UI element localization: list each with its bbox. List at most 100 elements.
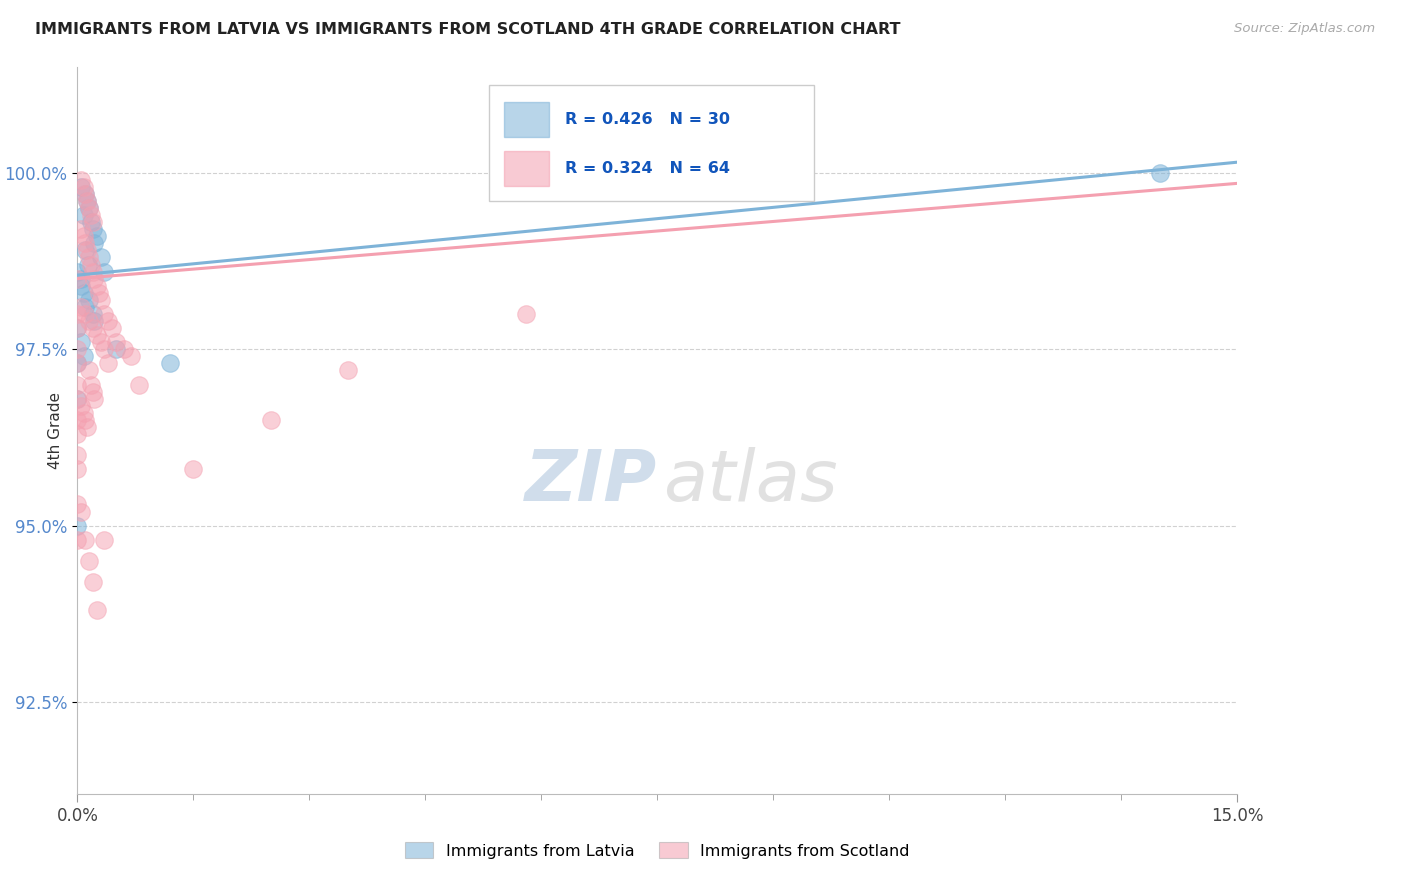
- Point: [70, 222, 93, 236]
- Point: [72, 349, 94, 363]
- Point: [93, 343, 115, 357]
- Point: [66, 271, 89, 285]
- Point: [75, 186, 96, 201]
- Point: [80, 377, 103, 392]
- Point: [66, 356, 89, 370]
- Point: [70, 300, 93, 314]
- Point: [77, 201, 100, 215]
- Point: [80, 215, 103, 229]
- Point: [66, 498, 89, 512]
- Point: [1149, 166, 1171, 180]
- Point: [66, 392, 89, 406]
- Point: [70, 504, 93, 518]
- Point: [86, 603, 108, 617]
- Point: [77, 201, 100, 215]
- Point: [82, 384, 104, 399]
- FancyBboxPatch shape: [505, 151, 550, 186]
- Point: [66, 518, 89, 533]
- Point: [72, 285, 94, 300]
- Point: [70, 180, 93, 194]
- Point: [259, 413, 281, 427]
- Point: [105, 335, 127, 350]
- Legend: Immigrants from Latvia, Immigrants from Scotland: Immigrants from Latvia, Immigrants from …: [405, 842, 910, 859]
- Point: [66, 448, 89, 462]
- Point: [75, 413, 96, 427]
- Point: [82, 264, 104, 278]
- Point: [76, 194, 98, 208]
- Point: [72, 208, 94, 222]
- Point: [76, 420, 98, 434]
- Point: [82, 575, 104, 590]
- Point: [101, 321, 124, 335]
- Y-axis label: 4th Grade: 4th Grade: [48, 392, 63, 469]
- Point: [336, 363, 359, 377]
- Point: [90, 251, 111, 265]
- Point: [159, 356, 181, 370]
- Point: [83, 236, 105, 251]
- Point: [70, 271, 93, 285]
- Point: [66, 392, 89, 406]
- Point: [72, 406, 94, 420]
- Point: [70, 278, 93, 293]
- FancyBboxPatch shape: [489, 85, 814, 202]
- Point: [66, 413, 89, 427]
- Point: [77, 363, 100, 377]
- Point: [93, 307, 115, 321]
- Point: [72, 229, 94, 244]
- Point: [66, 377, 89, 392]
- Point: [120, 349, 143, 363]
- Point: [97, 314, 120, 328]
- Point: [80, 258, 103, 272]
- Point: [66, 321, 89, 335]
- Point: [66, 307, 89, 321]
- Point: [75, 300, 96, 314]
- Point: [66, 321, 89, 335]
- Point: [87, 285, 110, 300]
- Text: atlas: atlas: [664, 447, 838, 516]
- Point: [86, 328, 108, 343]
- Point: [75, 244, 96, 258]
- Point: [70, 173, 93, 187]
- Point: [515, 307, 537, 321]
- Point: [86, 278, 108, 293]
- Point: [93, 264, 115, 278]
- Point: [66, 462, 89, 476]
- Point: [90, 293, 111, 307]
- Point: [93, 533, 115, 547]
- Point: [77, 258, 100, 272]
- Point: [66, 426, 89, 441]
- Point: [86, 229, 108, 244]
- Point: [70, 399, 93, 413]
- Point: [72, 180, 94, 194]
- Point: [66, 533, 89, 547]
- Point: [90, 335, 111, 350]
- Text: IMMIGRANTS FROM LATVIA VS IMMIGRANTS FROM SCOTLAND 4TH GRADE CORRELATION CHART: IMMIGRANTS FROM LATVIA VS IMMIGRANTS FRO…: [35, 22, 901, 37]
- Point: [183, 462, 205, 476]
- Point: [128, 377, 150, 392]
- Point: [83, 314, 105, 328]
- Point: [82, 215, 104, 229]
- Point: [77, 251, 100, 265]
- Point: [75, 533, 96, 547]
- Point: [97, 356, 120, 370]
- Text: ZIP: ZIP: [524, 447, 658, 516]
- Point: [66, 356, 89, 370]
- Point: [77, 293, 100, 307]
- Point: [112, 343, 135, 357]
- Point: [83, 392, 105, 406]
- Point: [105, 343, 127, 357]
- Text: R = 0.324   N = 64: R = 0.324 N = 64: [565, 161, 730, 176]
- FancyBboxPatch shape: [505, 102, 550, 137]
- Text: Source: ZipAtlas.com: Source: ZipAtlas.com: [1234, 22, 1375, 36]
- Point: [82, 321, 104, 335]
- Point: [66, 264, 89, 278]
- Point: [82, 307, 104, 321]
- Point: [70, 335, 93, 350]
- Point: [83, 271, 105, 285]
- Point: [76, 194, 98, 208]
- Text: R = 0.426   N = 30: R = 0.426 N = 30: [565, 112, 730, 127]
- Point: [76, 244, 98, 258]
- Point: [82, 222, 104, 236]
- Point: [80, 208, 103, 222]
- Point: [75, 307, 96, 321]
